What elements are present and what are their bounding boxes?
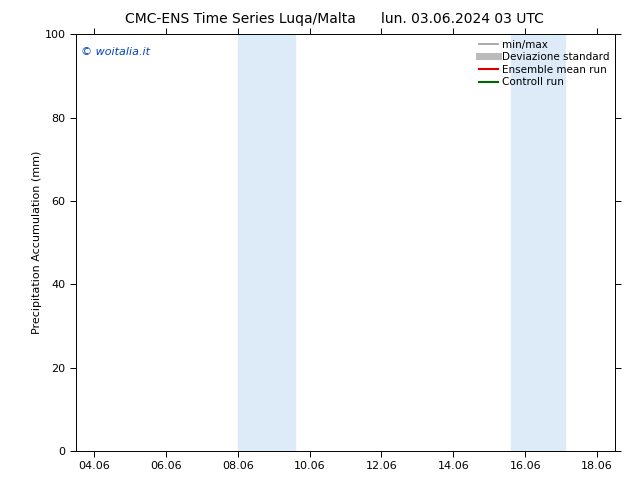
Text: CMC-ENS Time Series Luqa/Malta: CMC-ENS Time Series Luqa/Malta	[126, 12, 356, 26]
Legend: min/max, Deviazione standard, Ensemble mean run, Controll run: min/max, Deviazione standard, Ensemble m…	[477, 37, 612, 89]
Bar	[511, 34, 565, 451]
Text: © woitalia.it: © woitalia.it	[81, 47, 150, 57]
Bar	[238, 34, 295, 451]
Y-axis label: Precipitation Accumulation (mm): Precipitation Accumulation (mm)	[32, 151, 42, 334]
Text: lun. 03.06.2024 03 UTC: lun. 03.06.2024 03 UTC	[382, 12, 544, 26]
